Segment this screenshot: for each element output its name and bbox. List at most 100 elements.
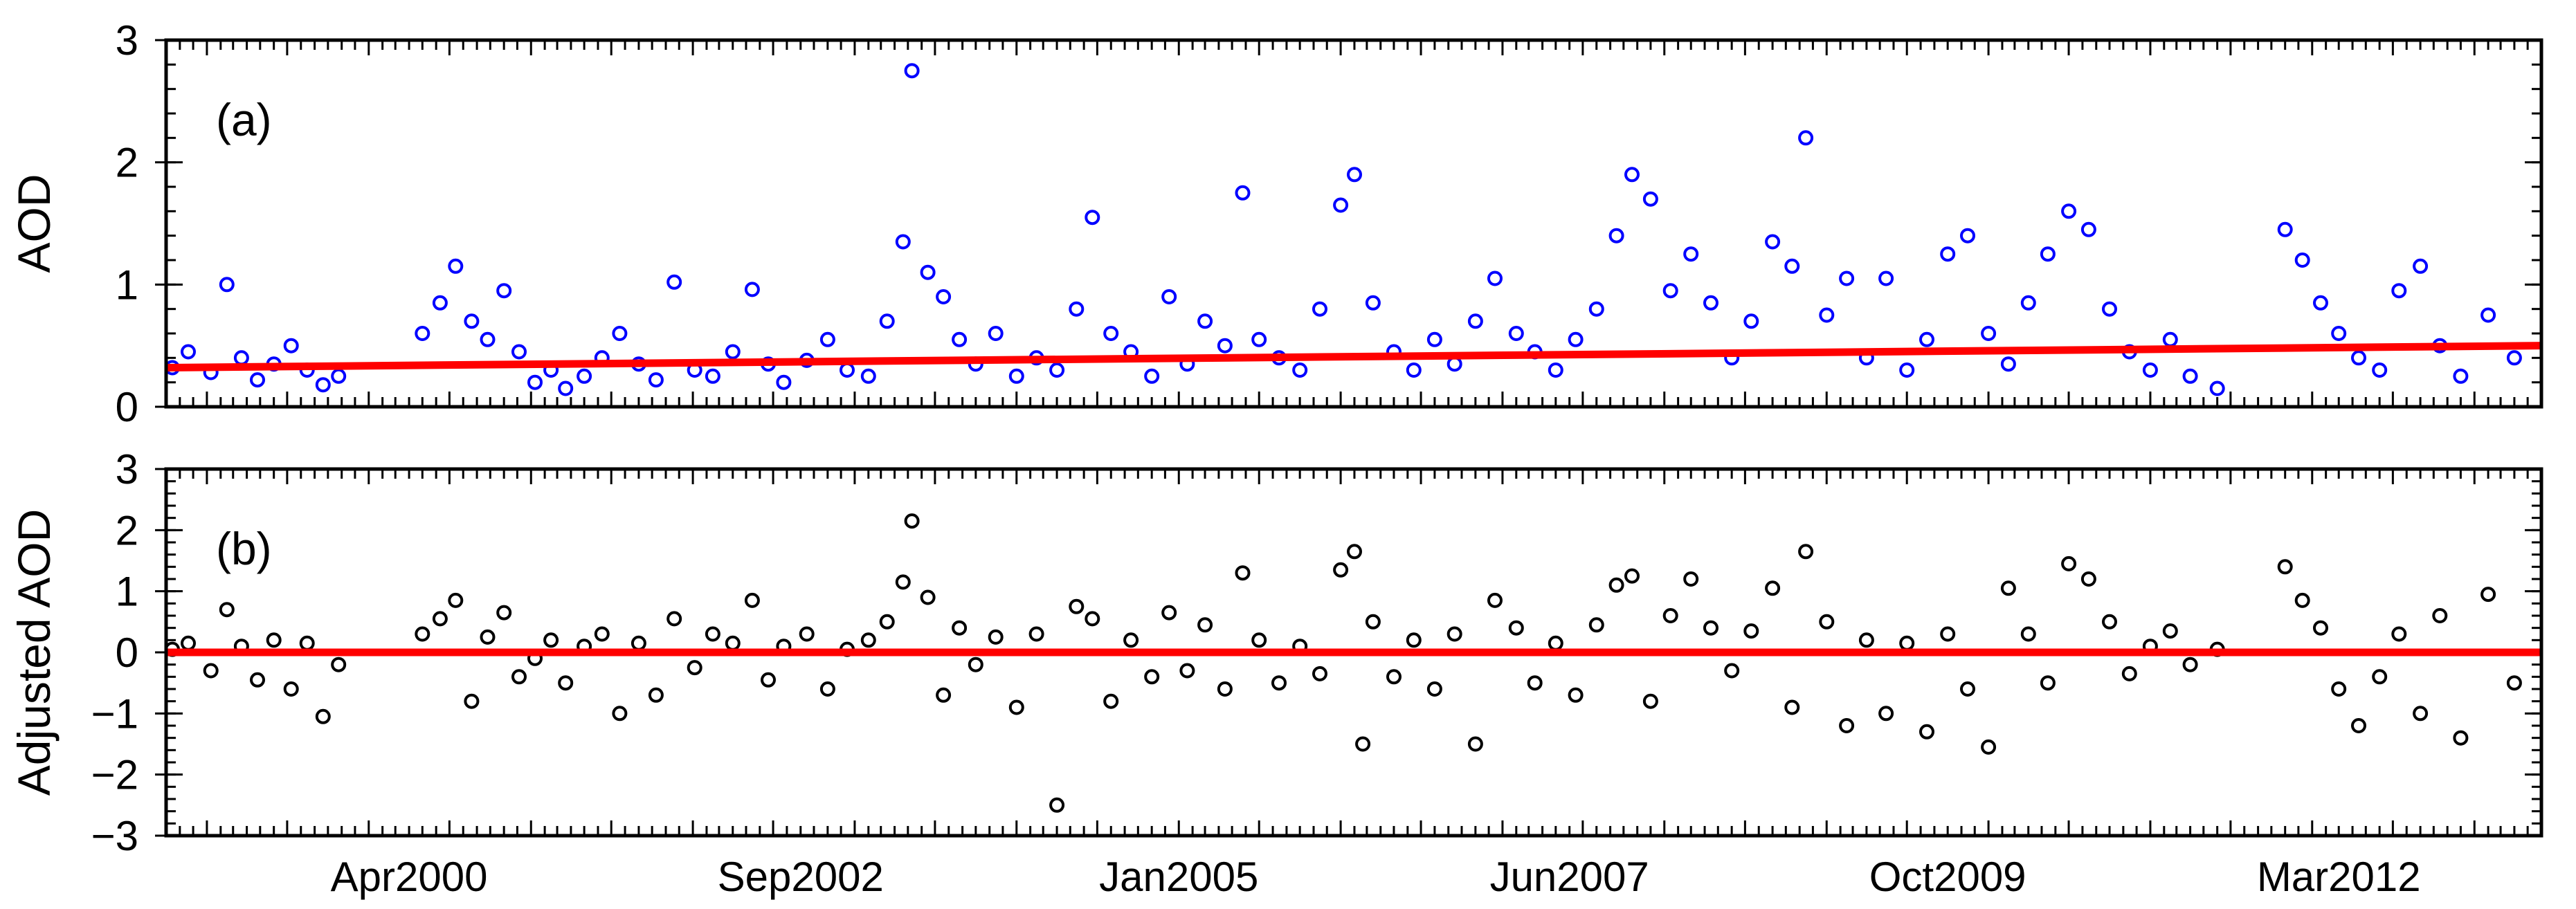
data-point	[988, 326, 1004, 341]
data-point	[1568, 331, 1584, 347]
data-point	[725, 635, 741, 651]
data-point	[577, 368, 592, 384]
data-point	[1217, 681, 1233, 697]
data-point	[1960, 228, 1975, 244]
data-point	[2413, 706, 2429, 722]
data-point	[558, 675, 574, 691]
data-point	[1467, 736, 1483, 752]
data-point	[543, 632, 559, 648]
data-point	[1487, 270, 1503, 286]
data-point	[1624, 568, 1640, 584]
data-point	[879, 313, 895, 329]
data-point	[415, 626, 430, 642]
data-point	[952, 331, 968, 347]
data-point	[1683, 246, 1699, 262]
data-point	[968, 656, 983, 672]
data-point	[1919, 331, 1934, 347]
data-point	[2121, 665, 2137, 681]
data-point	[1467, 313, 1483, 329]
data-point	[687, 660, 702, 676]
x-tick-label: Apr2000	[331, 854, 488, 900]
y-tick-label: −1	[91, 690, 138, 737]
data-point	[1161, 289, 1177, 304]
data-point	[666, 611, 682, 627]
data-point	[1858, 632, 1874, 648]
data-point	[1624, 167, 1640, 183]
data-point	[2294, 592, 2310, 608]
data-point	[1981, 739, 1997, 755]
data-point	[1365, 295, 1381, 311]
data-point	[1819, 614, 1835, 630]
data-point	[1784, 258, 1800, 274]
data-point	[527, 374, 543, 390]
data-point	[1899, 635, 1915, 651]
data-point	[2351, 350, 2366, 366]
data-point	[1251, 331, 1267, 347]
data-point	[1161, 605, 1177, 621]
data-point	[1271, 675, 1287, 691]
data-point	[181, 344, 196, 360]
data-point	[1144, 669, 1160, 685]
data-point	[283, 681, 299, 697]
data-point	[1588, 617, 1604, 633]
data-point	[2000, 356, 2016, 372]
data-point	[283, 338, 299, 354]
data-point	[1798, 544, 1814, 560]
data-point	[612, 326, 628, 341]
data-point	[1292, 362, 1308, 378]
data-point	[2313, 620, 2328, 636]
data-point	[233, 350, 249, 366]
data-point	[1406, 362, 1422, 378]
data-point	[936, 289, 952, 304]
y-axis-label: Adjusted AOD	[8, 509, 60, 796]
data-point	[1683, 571, 1699, 587]
data-point	[819, 331, 835, 347]
data-point	[1085, 210, 1100, 226]
data-point	[448, 258, 464, 274]
data-point	[1426, 331, 1442, 347]
plot-frame	[164, 38, 2543, 409]
data-point	[2182, 656, 2198, 672]
x-tick-label: Sep2002	[718, 854, 884, 900]
data-point	[725, 344, 741, 360]
data-point	[2182, 368, 2198, 384]
y-tick-label: 0	[116, 384, 138, 430]
data-point	[2506, 350, 2522, 366]
y-tick-label: 3	[116, 446, 138, 493]
data-point	[219, 602, 235, 618]
data-point	[952, 620, 968, 636]
data-point	[432, 611, 448, 627]
data-point	[2331, 681, 2347, 697]
data-point	[2432, 608, 2448, 623]
data-point	[1235, 565, 1251, 581]
x-tick-label: Mar2012	[2257, 854, 2421, 900]
y-tick-label: 0	[116, 630, 138, 676]
data-point	[2453, 730, 2469, 746]
data-point	[1179, 663, 1195, 679]
trend-line	[165, 342, 2542, 371]
data-point	[1144, 368, 1160, 384]
data-point	[480, 331, 496, 347]
data-point	[448, 592, 464, 608]
y-tick-label: −2	[91, 752, 138, 798]
data-point	[1197, 617, 1213, 633]
data-point	[2040, 246, 2056, 262]
data-point	[2294, 252, 2310, 268]
data-point	[2080, 221, 2096, 237]
x-tick-label: Jan2005	[1099, 854, 1258, 900]
data-point	[2391, 626, 2407, 642]
data-point	[1642, 693, 1658, 709]
data-point	[511, 669, 527, 685]
data-point	[2020, 295, 2036, 311]
data-point	[761, 672, 776, 688]
data-point	[1069, 598, 1085, 614]
data-point	[1839, 718, 1855, 733]
data-point	[648, 372, 664, 388]
data-point	[250, 372, 265, 388]
data-point	[1899, 362, 1915, 378]
data-point	[2391, 283, 2407, 299]
data-point	[705, 368, 720, 384]
data-point	[2061, 556, 2077, 571]
data-point	[2331, 326, 2347, 341]
data-point	[1028, 626, 1044, 642]
